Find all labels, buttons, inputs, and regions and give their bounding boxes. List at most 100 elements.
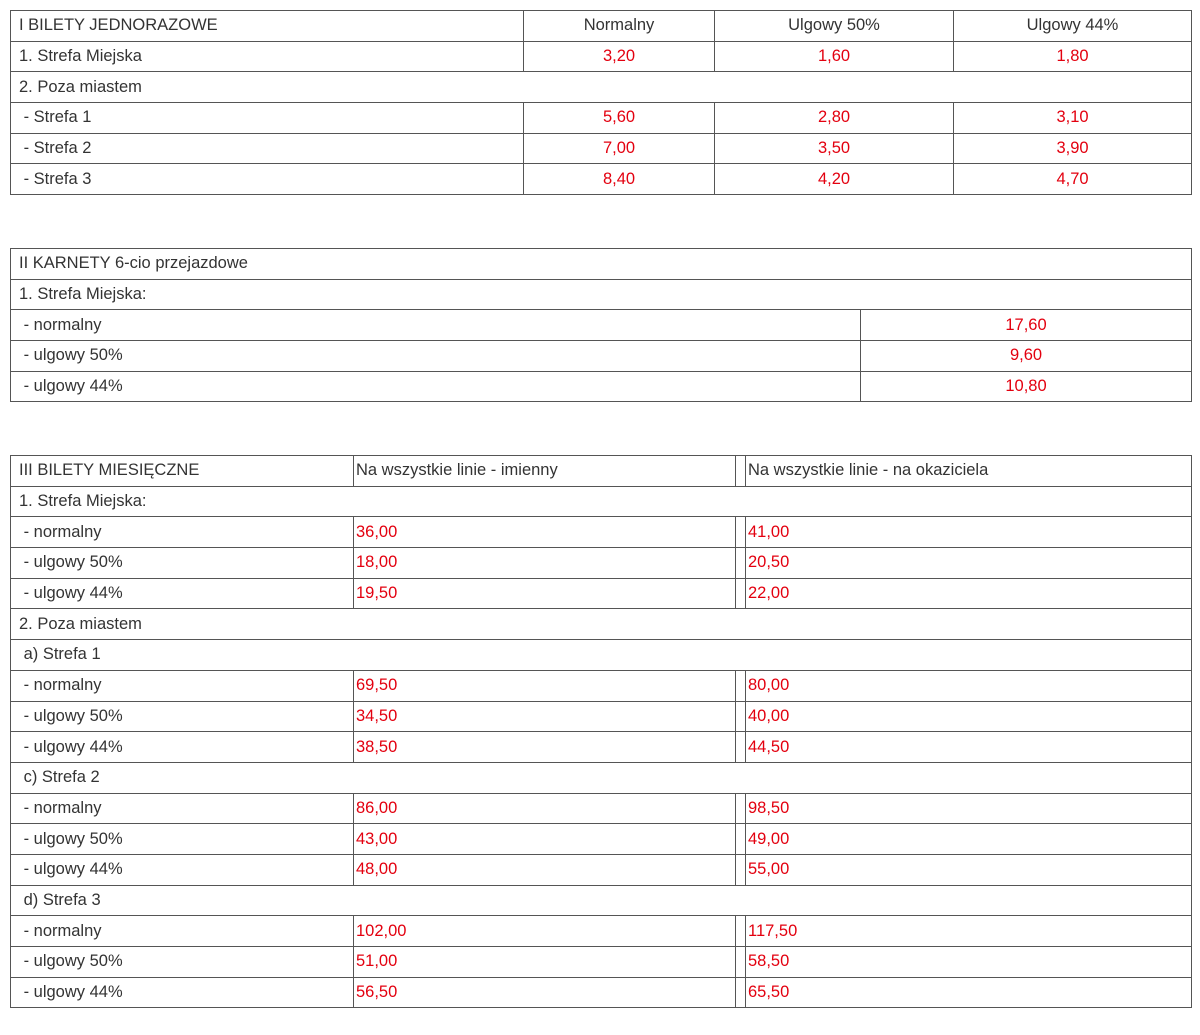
section-row: d) Strefa 3 — [10, 884, 1192, 917]
row-label: - normalny — [10, 915, 354, 947]
price-cell: 4,70 — [953, 163, 1192, 196]
row-label: - ulgowy 50% — [10, 340, 861, 372]
row-label: - ulgowy 50% — [10, 700, 354, 733]
section-label: 2. Poza miastem — [10, 608, 1192, 641]
price-cell: 4,20 — [714, 163, 954, 196]
section-label: 1. Strefa Miejska: — [10, 485, 1192, 518]
table-row: - normalny 17,60 — [10, 309, 1192, 342]
table-row: - normalny 102,00 117,50 — [10, 915, 1192, 947]
spacer-cell — [735, 669, 746, 702]
spacer-cell — [735, 946, 746, 978]
table-row: - ulgowy 44% 10,80 — [10, 370, 1192, 403]
section-label: a) Strefa 1 — [10, 639, 1192, 671]
single-tickets-table: I BILETY JEDNORAZOWE Normalny Ulgowy 50% Ul… — [10, 10, 1192, 196]
price-cell: 36,00 — [353, 516, 736, 549]
header-row: III BILETY MIESIĘCZNE Na wszystkie linie … — [10, 455, 1192, 487]
table-row: - ulgowy 50% 43,00 49,00 — [10, 823, 1192, 855]
column-header: Na wszystkie linie - imienny — [353, 455, 736, 487]
price-cell: 18,00 — [353, 547, 736, 579]
spacer-cell — [735, 455, 746, 487]
price-cell: 10,80 — [860, 370, 1192, 403]
spacer-cell — [735, 976, 746, 1009]
spacer-cell — [735, 823, 746, 855]
price-cell: 22,00 — [745, 577, 1192, 610]
price-cell: 43,00 — [353, 823, 736, 855]
row-label: - normalny — [10, 792, 354, 825]
price-cell: 102,00 — [353, 915, 736, 947]
row-label: - Strefa 1 — [10, 102, 524, 134]
row-label: - ulgowy 44% — [10, 853, 354, 886]
row-label: - Strefa 2 — [10, 132, 524, 165]
table-row: - ulgowy 44% 19,50 22,00 — [10, 577, 1192, 610]
table-row: - ulgowy 44% 48,00 55,00 — [10, 853, 1192, 886]
price-cell: 65,50 — [745, 976, 1192, 1009]
spacer-cell — [735, 792, 746, 825]
price-cell: 2,80 — [714, 102, 954, 134]
price-cell: 17,60 — [860, 309, 1192, 342]
price-cell: 20,50 — [745, 547, 1192, 579]
price-cell: 80,00 — [745, 669, 1192, 702]
price-cell: 51,00 — [353, 946, 736, 978]
column-header: Normalny — [523, 10, 715, 42]
column-header: Na wszystkie linie - na okaziciela — [745, 455, 1192, 487]
table-row: - ulgowy 50% 9,60 — [10, 340, 1192, 372]
section-row: 2. Poza miastem — [10, 608, 1192, 641]
table-row: 1. Strefa Miejska 3,20 1,60 1,80 — [10, 40, 1192, 73]
price-cell: 40,00 — [745, 700, 1192, 733]
price-cell: 34,50 — [353, 700, 736, 733]
table-row: - Strefa 1 5,60 2,80 3,10 — [10, 102, 1192, 134]
price-cell: 9,60 — [860, 340, 1192, 372]
column-header: Ulgowy 50% — [714, 10, 954, 42]
multi-ride-passes-table: II KARNETY 6-cio przejazdowe 1. Strefa Mi… — [10, 248, 1192, 403]
row-label: - normalny — [10, 516, 354, 549]
section-row: 1. Strefa Miejska: — [10, 485, 1192, 518]
price-cell: 98,50 — [745, 792, 1192, 825]
price-cell: 3,20 — [523, 40, 715, 73]
row-label: - ulgowy 50% — [10, 547, 354, 579]
spacer-cell — [735, 547, 746, 579]
table-row: - Strefa 2 7,00 3,50 3,90 — [10, 132, 1192, 165]
price-cell: 48,00 — [353, 853, 736, 886]
spacer-cell — [735, 853, 746, 886]
price-cell: 49,00 — [745, 823, 1192, 855]
price-cell: 3,10 — [953, 102, 1192, 134]
row-label: - ulgowy 50% — [10, 823, 354, 855]
price-cell: 3,90 — [953, 132, 1192, 165]
price-cell: 1,80 — [953, 40, 1192, 73]
header-row: II KARNETY 6-cio przejazdowe — [10, 248, 1192, 280]
section-label: d) Strefa 3 — [10, 884, 1192, 917]
price-cell: 55,00 — [745, 853, 1192, 886]
price-cell: 19,50 — [353, 577, 736, 610]
table-title: I BILETY JEDNORAZOWE — [10, 10, 524, 42]
price-cell: 86,00 — [353, 792, 736, 825]
column-header: Ulgowy 44% — [953, 10, 1192, 42]
row-label: - ulgowy 44% — [10, 731, 354, 763]
price-cell: 58,50 — [745, 946, 1192, 978]
monthly-tickets-table: III BILETY MIESIĘCZNE Na wszystkie linie … — [10, 455, 1192, 1009]
table-row: - ulgowy 50% 34,50 40,00 — [10, 700, 1192, 733]
price-cell: 3,50 — [714, 132, 954, 165]
price-cell: 41,00 — [745, 516, 1192, 549]
section-row: 1. Strefa Miejska: — [10, 278, 1192, 311]
price-cell: 1,60 — [714, 40, 954, 73]
spacer-cell — [735, 731, 746, 763]
section-row: 2. Poza miastem — [10, 71, 1192, 104]
price-cell: 44,50 — [745, 731, 1192, 763]
section-label: 2. Poza miastem — [10, 71, 1192, 104]
price-cell: 38,50 — [353, 731, 736, 763]
row-label: 1. Strefa Miejska — [10, 40, 524, 73]
header-row: I BILETY JEDNORAZOWE Normalny Ulgowy 50% Ul… — [10, 10, 1192, 42]
table-row: - normalny 69,50 80,00 — [10, 669, 1192, 702]
table-row: - normalny 36,00 41,00 — [10, 516, 1192, 549]
table-title: III BILETY MIESIĘCZNE — [10, 455, 354, 487]
spacer-cell — [735, 577, 746, 610]
price-cell: 69,50 — [353, 669, 736, 702]
section-label: c) Strefa 2 — [10, 761, 1192, 794]
spacer-cell — [735, 516, 746, 549]
table-row: - ulgowy 50% 51,00 58,50 — [10, 946, 1192, 978]
table-row: - Strefa 3 8,40 4,20 4,70 — [10, 163, 1192, 196]
row-label: - Strefa 3 — [10, 163, 524, 196]
table-row: - normalny 86,00 98,50 — [10, 792, 1192, 825]
price-cell: 56,50 — [353, 976, 736, 1009]
price-cell: 7,00 — [523, 132, 715, 165]
